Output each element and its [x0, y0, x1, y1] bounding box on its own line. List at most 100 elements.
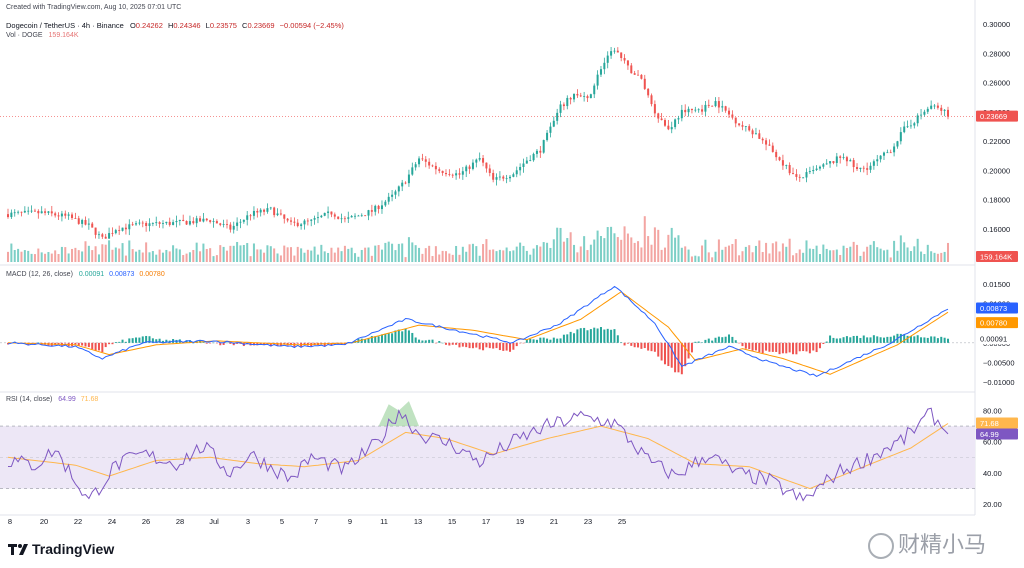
- candle-body: [690, 108, 693, 111]
- macd-histogram-bar: [97, 342, 100, 351]
- candle-body: [303, 220, 306, 225]
- candle-body: [222, 224, 225, 226]
- macd-histogram-bar: [670, 342, 673, 368]
- volume-bar: [323, 251, 326, 262]
- volume-bar: [714, 251, 717, 262]
- volume-bar: [647, 236, 650, 262]
- candle-body: [360, 215, 363, 217]
- candle-body: [946, 109, 950, 117]
- candle-body: [613, 50, 616, 52]
- candle-body: [424, 159, 427, 162]
- candle-body: [67, 214, 70, 216]
- candle-body: [485, 162, 488, 169]
- macd-histogram-bar: [239, 342, 242, 344]
- macd-histogram-bar: [771, 342, 774, 352]
- volume-bar: [505, 247, 508, 262]
- volume-bar: [108, 240, 111, 262]
- volume-bar: [131, 249, 134, 262]
- candle-body: [354, 215, 357, 217]
- volume-bar: [418, 247, 421, 262]
- macd-histogram-bar: [380, 334, 383, 343]
- volume-bar: [879, 248, 882, 262]
- candle-body: [333, 214, 336, 217]
- volume-bar: [532, 248, 535, 262]
- price-tick-label: 0.20000: [983, 166, 1010, 175]
- candle-body: [616, 50, 619, 53]
- macd-histogram-bar: [138, 337, 141, 343]
- macd-histogram-bar: [660, 342, 663, 361]
- candle-body: [441, 170, 444, 174]
- tradingview-brand[interactable]: TradingView: [8, 541, 114, 558]
- candle-body: [448, 174, 451, 175]
- volume-bar: [101, 244, 104, 262]
- candle-body: [20, 211, 23, 213]
- volume-bar: [300, 248, 303, 262]
- candle-body: [293, 221, 296, 223]
- macd-label[interactable]: MACD (12, 26, close): [6, 271, 73, 278]
- candle-body: [188, 221, 191, 225]
- candle-body: [81, 219, 84, 224]
- candle-body: [465, 166, 468, 172]
- macd-histogram-bar: [566, 334, 569, 343]
- candle-body: [387, 196, 390, 202]
- macd-histogram-bar: [637, 342, 640, 348]
- candle-body: [566, 97, 569, 107]
- candle-body: [279, 213, 282, 215]
- candle-body: [832, 161, 835, 163]
- symbol-title[interactable]: Dogecoin / TetherUS · 4h · Binance: [6, 21, 124, 30]
- volume-bar: [940, 252, 943, 262]
- macd-histogram-bar: [920, 337, 923, 343]
- candle-body: [872, 161, 875, 166]
- macd-signal-line: [7, 291, 949, 375]
- macd-histogram-bar: [765, 342, 768, 351]
- candle-body: [94, 227, 97, 235]
- volume-bar: [192, 249, 195, 262]
- volume-bar: [802, 252, 805, 262]
- macd-histogram-bar: [225, 342, 229, 344]
- macd-histogram-bar: [657, 342, 660, 357]
- volume-bar: [886, 249, 889, 262]
- candle-body: [455, 173, 458, 176]
- volume-bar: [701, 245, 704, 262]
- volume-bar: [296, 246, 299, 262]
- macd-histogram-bar: [330, 342, 333, 346]
- macd-histogram-bar: [610, 329, 613, 343]
- rsi-label[interactable]: RSI (14, close): [6, 396, 53, 403]
- volume-bar: [377, 245, 380, 262]
- candle-body: [215, 221, 218, 224]
- volume-label[interactable]: Vol · DOGE: [6, 32, 43, 39]
- macd-line: [7, 285, 949, 377]
- candle-body: [306, 220, 309, 222]
- volume-bar: [23, 250, 26, 262]
- volume-bar: [249, 256, 252, 262]
- volume-bar: [316, 254, 319, 262]
- macd-histogram-bar: [64, 342, 67, 344]
- candle-body: [859, 167, 862, 170]
- rsi-ma-line: [7, 423, 949, 490]
- macd-histogram-bar: [822, 342, 825, 344]
- volume-bar: [202, 243, 205, 262]
- x-tick-label: 19: [516, 517, 524, 526]
- macd-histogram-bar: [758, 342, 761, 353]
- volume-bar: [839, 254, 842, 262]
- macd-histogram-bar: [556, 338, 559, 343]
- macd-histogram-bar: [852, 335, 855, 343]
- candle-body: [316, 217, 319, 219]
- macd-value: 0.00873: [109, 271, 135, 278]
- candle-body: [269, 207, 272, 209]
- candle-body: [899, 132, 902, 142]
- macd-histogram-bar: [263, 342, 266, 346]
- macd-histogram-bar: [653, 342, 656, 352]
- candle-body: [788, 165, 791, 174]
- candle-body: [175, 221, 178, 223]
- candle-body: [54, 213, 57, 216]
- candle-body: [869, 165, 872, 170]
- candle-body: [249, 215, 252, 217]
- candle-body: [734, 117, 737, 124]
- x-tick-label: 28: [176, 517, 184, 526]
- candle-body: [468, 166, 471, 169]
- macd-histogram-bar: [444, 342, 447, 345]
- macd-histogram-bar: [290, 342, 293, 345]
- volume-bar: [185, 253, 188, 262]
